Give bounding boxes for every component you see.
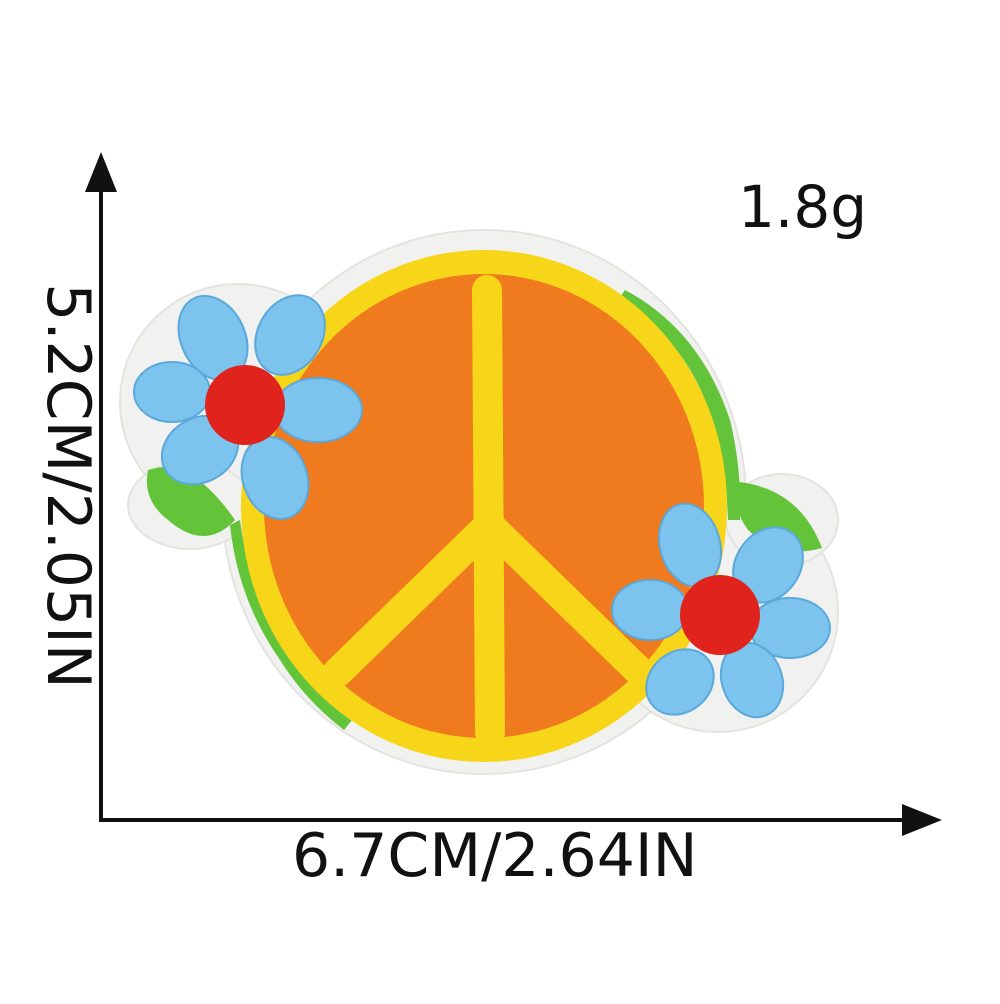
width-dimension-label: 6.7CM/2.64IN [292,821,698,891]
flower-left-center [205,365,285,445]
dimension-axes [85,152,942,836]
weight-label: 1.8g [738,173,868,241]
peace-sign [241,250,727,762]
height-dimension-label: 5.2CM/2.05IN [33,283,103,689]
flower-left [133,294,363,520]
flower-right [611,502,831,719]
flower-right-center [680,575,760,655]
peace-symbol [323,275,655,747]
